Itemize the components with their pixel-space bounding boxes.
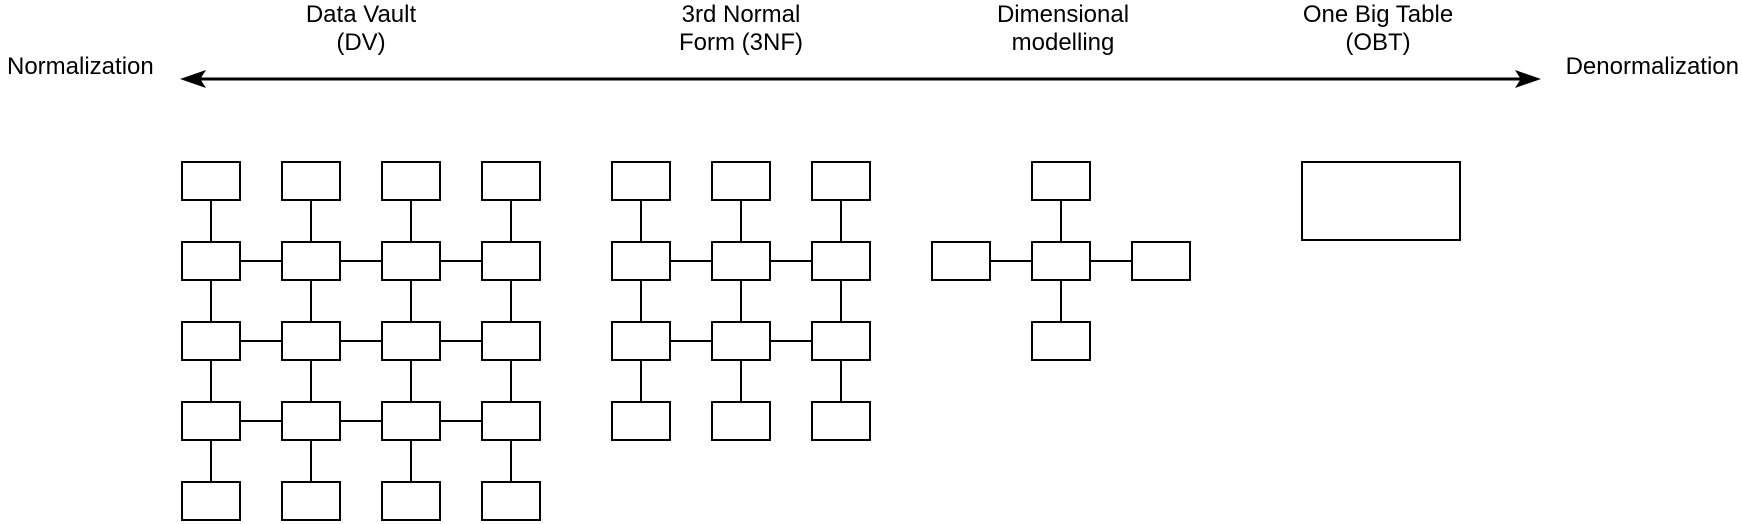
- dimension-table-box: [1131, 241, 1191, 281]
- connector-line: [640, 361, 642, 401]
- label-third-normal-form: 3rd Normal Form (3NF): [679, 1, 803, 57]
- label-one-big-table: One Big Table (OBT): [1303, 1, 1453, 57]
- connector-line: [210, 361, 212, 401]
- entity-box: [281, 321, 341, 361]
- entity-box: [381, 321, 441, 361]
- connector-line: [640, 201, 642, 241]
- entity-box: [711, 401, 771, 441]
- entity-box: [811, 321, 871, 361]
- entity-box: [811, 161, 871, 201]
- connector-line: [241, 420, 281, 422]
- entity-box: [281, 401, 341, 441]
- dimension-table-box: [1031, 161, 1091, 201]
- connector-line: [410, 441, 412, 481]
- connector-line: [341, 420, 381, 422]
- label-line: Form (3NF): [679, 29, 803, 56]
- entity-box: [611, 161, 671, 201]
- connector-line: [771, 340, 811, 342]
- entity-box: [481, 241, 541, 281]
- connector-line: [310, 361, 312, 401]
- one-big-table-box: [1301, 161, 1461, 241]
- connector-line: [410, 361, 412, 401]
- entity-box: [381, 401, 441, 441]
- entity-box: [481, 401, 541, 441]
- connector-line: [210, 281, 212, 321]
- entity-box: [181, 481, 241, 521]
- label-line: (OBT): [1345, 29, 1411, 56]
- dimension-table-box: [1031, 321, 1091, 361]
- entity-box: [481, 161, 541, 201]
- connector-line: [310, 201, 312, 241]
- entity-box: [181, 241, 241, 281]
- entity-box: [381, 161, 441, 201]
- connector-line: [241, 340, 281, 342]
- connector-line: [510, 281, 512, 321]
- connector-line: [441, 420, 481, 422]
- connector-line: [1060, 281, 1062, 321]
- connector-line: [671, 340, 711, 342]
- connector-line: [441, 340, 481, 342]
- dimension-table-box: [931, 241, 991, 281]
- connector-line: [740, 201, 742, 241]
- entity-box: [281, 241, 341, 281]
- connector-line: [441, 260, 481, 262]
- connector-line: [671, 260, 711, 262]
- connector-line: [740, 361, 742, 401]
- connector-line: [410, 281, 412, 321]
- connector-line: [210, 441, 212, 481]
- connector-line: [740, 281, 742, 321]
- connector-line: [840, 201, 842, 241]
- connector-line: [510, 361, 512, 401]
- label-data-vault: Data Vault (DV): [306, 1, 416, 57]
- entity-box: [281, 161, 341, 201]
- label-dimensional-modelling: Dimensional modelling: [997, 1, 1129, 57]
- connector-line: [310, 281, 312, 321]
- label-line: (DV): [336, 29, 386, 56]
- label-line: One Big Table: [1302, 1, 1454, 28]
- label-line: Dimensional: [996, 1, 1130, 28]
- connector-line: [510, 201, 512, 241]
- label-line: 3rd Normal: [681, 1, 801, 28]
- entity-box: [611, 321, 671, 361]
- entity-box: [481, 481, 541, 521]
- entity-box: [481, 321, 541, 361]
- fact-table-box: [1031, 241, 1091, 281]
- entity-box: [181, 401, 241, 441]
- label-line: Data Vault: [305, 1, 417, 28]
- label-line: modelling: [1011, 29, 1115, 56]
- connector-line: [840, 361, 842, 401]
- connector-line: [991, 260, 1031, 262]
- entity-box: [711, 241, 771, 281]
- connector-line: [1091, 260, 1131, 262]
- entity-box: [381, 241, 441, 281]
- connector-line: [241, 260, 281, 262]
- entity-box: [181, 161, 241, 201]
- denormalization-label: Denormalization: [1565, 53, 1739, 80]
- entity-box: [711, 161, 771, 201]
- connector-line: [310, 441, 312, 481]
- entity-box: [381, 481, 441, 521]
- connector-line: [771, 260, 811, 262]
- entity-box: [811, 241, 871, 281]
- connector-line: [341, 340, 381, 342]
- entity-box: [181, 321, 241, 361]
- connector-line: [1060, 201, 1062, 241]
- connector-line: [510, 441, 512, 481]
- connector-line: [210, 201, 212, 241]
- connector-line: [341, 260, 381, 262]
- connector-line: [410, 201, 412, 241]
- entity-box: [711, 321, 771, 361]
- entity-box: [611, 401, 671, 441]
- connector-line: [840, 281, 842, 321]
- entity-box: [811, 401, 871, 441]
- entity-box: [281, 481, 341, 521]
- connector-line: [640, 281, 642, 321]
- entity-box: [611, 241, 671, 281]
- normalization-label: Normalization: [7, 53, 154, 80]
